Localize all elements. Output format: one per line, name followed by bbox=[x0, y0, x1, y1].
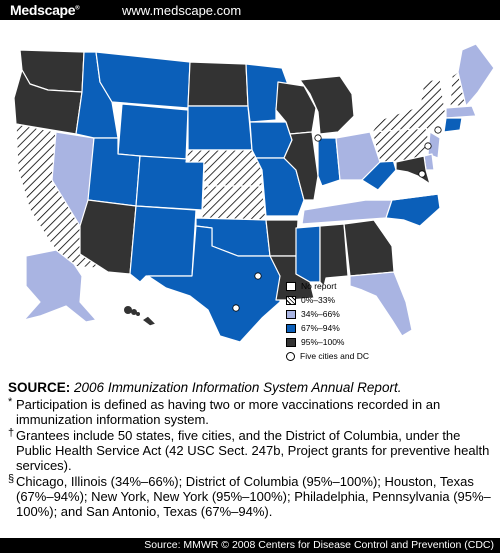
state-ia bbox=[249, 121, 293, 159]
site-url: www.medscape.com bbox=[122, 3, 242, 18]
state-ms bbox=[295, 225, 321, 283]
footnote-text: Grantees include 50 states, five cities,… bbox=[16, 428, 490, 473]
state-ak bbox=[23, 249, 97, 323]
legend-label: Five cities and DC bbox=[300, 351, 369, 361]
notes-section: SOURCE: 2006 Immunization Information Sy… bbox=[8, 380, 492, 519]
legend-item-34-66: 34%–66% bbox=[286, 308, 340, 320]
legend-label: 0%–33% bbox=[301, 295, 336, 305]
footnote-section: § Chicago, Illinois (34%–66%); District … bbox=[8, 473, 492, 519]
state-ma bbox=[445, 105, 477, 119]
city-marker bbox=[232, 304, 240, 312]
header-bar: Medscape® www.medscape.com bbox=[0, 0, 500, 20]
legend-label: 67%–94% bbox=[301, 323, 340, 333]
state-ar bbox=[265, 219, 299, 257]
state-nm bbox=[129, 205, 197, 283]
state-ct bbox=[443, 117, 463, 133]
state-mi bbox=[299, 75, 355, 135]
legend-item-67-94: 67%–94% bbox=[286, 322, 340, 334]
legend-item-cities: Five cities and DC bbox=[286, 350, 369, 362]
city-marker bbox=[424, 142, 432, 150]
state-wy bbox=[117, 103, 189, 161]
us-map bbox=[0, 20, 500, 375]
legend-label: 95%–100% bbox=[301, 337, 345, 347]
state-ks bbox=[201, 185, 267, 221]
footnote-mark: * bbox=[8, 396, 13, 408]
footnote-mark: § bbox=[8, 473, 15, 485]
footer-bar: Source: MMWR © 2008 Centers for Disease … bbox=[0, 538, 500, 553]
brand-logo: Medscape® bbox=[10, 2, 80, 18]
city-marker bbox=[434, 126, 442, 134]
state-sd bbox=[187, 105, 253, 151]
source-text: 2006 Immunization Information System Ann… bbox=[74, 380, 402, 395]
footer-source: Source: MMWR © 2008 Centers for Disease … bbox=[144, 539, 494, 551]
state-ga bbox=[343, 219, 395, 277]
legend-circle-icon bbox=[286, 351, 295, 361]
city-marker bbox=[418, 170, 426, 178]
legend-item-0-33: 0%–33% bbox=[286, 294, 335, 306]
legend-swatch-34-66 bbox=[286, 309, 296, 319]
legend-swatch-no-report bbox=[286, 281, 296, 291]
map-svg bbox=[13, 43, 495, 343]
state-al bbox=[319, 223, 349, 287]
state-mt bbox=[95, 51, 191, 109]
legend-swatch-67-94 bbox=[286, 323, 296, 333]
state-ny bbox=[371, 77, 447, 133]
state-il bbox=[283, 131, 319, 201]
city-marker bbox=[314, 134, 322, 142]
state-hi bbox=[141, 315, 157, 327]
legend-item-95-100: 95%–100% bbox=[286, 336, 344, 348]
footnote-star: * Participation is defined as having two… bbox=[8, 396, 492, 427]
city-marker bbox=[254, 272, 262, 280]
state-fl bbox=[349, 271, 413, 337]
state-tx bbox=[147, 225, 283, 343]
state-hi-island bbox=[131, 309, 137, 315]
footnote-mark: † bbox=[8, 427, 15, 439]
source-label: SOURCE: bbox=[8, 380, 71, 395]
legend-label: No report bbox=[301, 281, 337, 291]
state-co bbox=[135, 155, 205, 211]
legend-label: 34%–66% bbox=[301, 309, 340, 319]
state-hi-island bbox=[136, 312, 140, 316]
source-line: SOURCE: 2006 Immunization Information Sy… bbox=[8, 380, 492, 396]
legend-item-no-report: No report bbox=[286, 280, 336, 292]
footnote-dagger: † Grantees include 50 states, five citie… bbox=[8, 427, 492, 473]
state-hi-island bbox=[124, 306, 132, 314]
state-mn bbox=[245, 63, 291, 123]
state-in bbox=[317, 137, 341, 187]
footnote-text: Participation is defined as having two o… bbox=[16, 397, 441, 427]
state-me bbox=[457, 43, 495, 107]
legend-swatch-95-100 bbox=[286, 337, 296, 347]
state-wv bbox=[361, 155, 397, 191]
footnote-text: Chicago, Illinois (34%–66%); District of… bbox=[16, 474, 491, 519]
state-nd bbox=[187, 61, 249, 107]
legend-swatch-0-33 bbox=[286, 295, 296, 305]
